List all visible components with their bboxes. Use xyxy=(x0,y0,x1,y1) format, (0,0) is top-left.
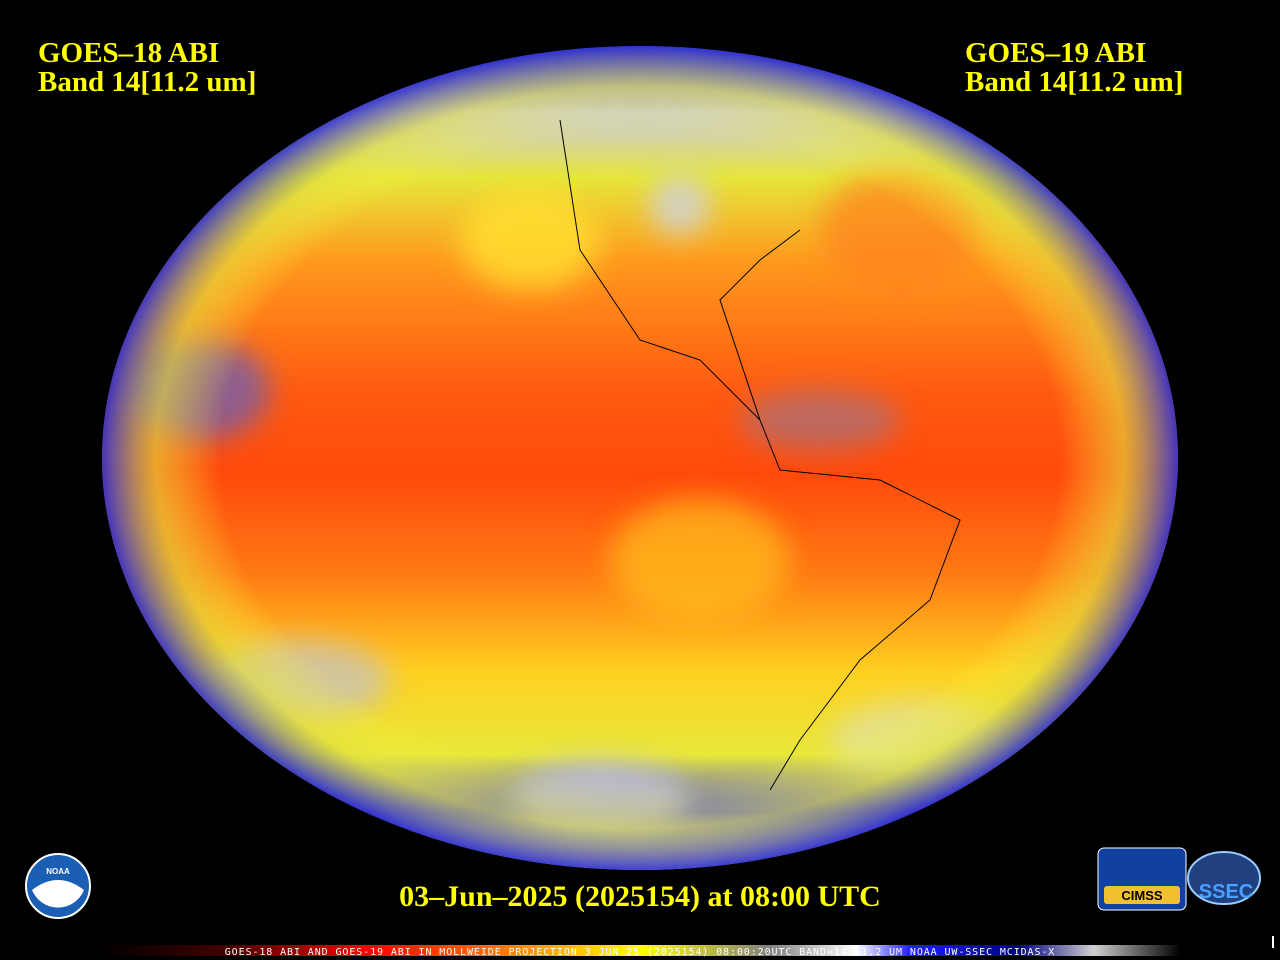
limb-clouds xyxy=(102,46,1178,870)
noaa-label: NOAA xyxy=(46,867,70,876)
cimss-label: CIMSS xyxy=(1121,888,1163,903)
ssec-label: SSEC xyxy=(1199,881,1253,903)
color-scale xyxy=(100,945,1180,956)
timestamp: 03–Jun–2025 (2025154) at 08:00 UTC xyxy=(399,880,881,913)
left-satellite: GOES–18 ABI xyxy=(38,37,219,69)
right-band: Band 14[11.2 um] xyxy=(965,66,1183,98)
left-band: Band 14[11.2 um] xyxy=(38,66,256,98)
coastlines xyxy=(559,119,961,791)
caption: GOES-18 ABI AND GOES-19 ABI IN MOLLWEIDE… xyxy=(225,947,1055,958)
cimss-logo: CIMSS xyxy=(1097,847,1187,911)
ssec-logo: SSEC xyxy=(1187,851,1261,905)
cursor-mark xyxy=(1272,936,1274,948)
right-satellite: GOES–19 ABI xyxy=(965,37,1146,69)
noaa-logo: NOAA xyxy=(25,853,91,919)
